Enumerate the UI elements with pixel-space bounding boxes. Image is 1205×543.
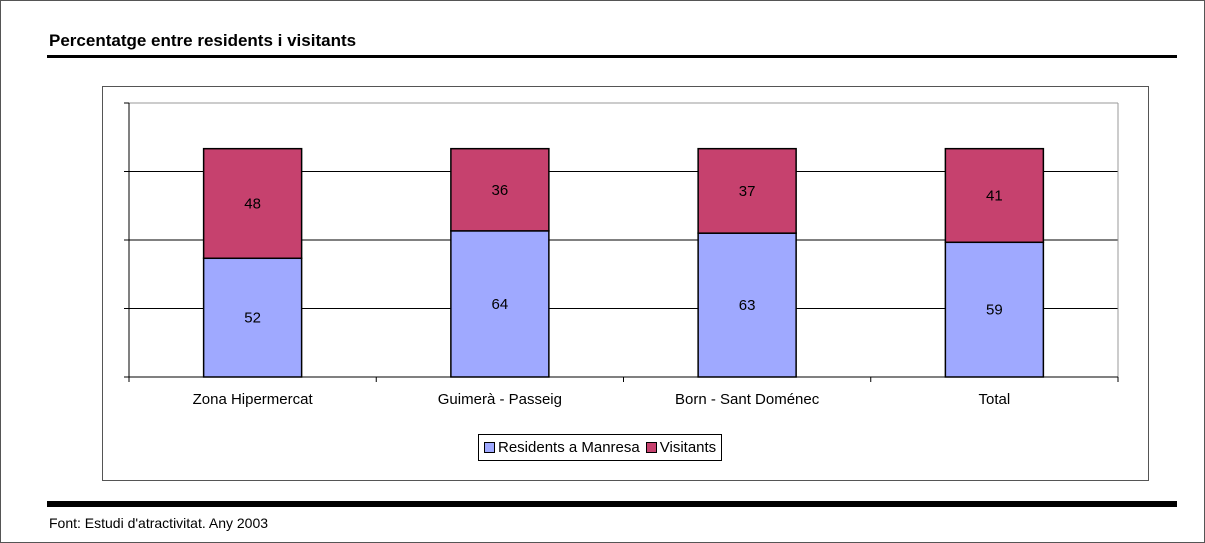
bar-residents	[944, 241, 1045, 378]
data-label: 41	[986, 187, 1003, 204]
chart-area: 52 48 Zona Hipermercat 64 36 Guimerà - Passei…	[102, 86, 1149, 481]
bar-visitants	[697, 147, 797, 234]
legend: Residents a Manresa Visitants	[478, 434, 723, 461]
bar-visitants	[202, 147, 303, 260]
data-label: 36	[492, 182, 509, 199]
legend-item-visitants: Visitants	[645, 439, 717, 456]
data-label: 59	[986, 302, 1003, 319]
x-tick-label: Born - Sant Doménec	[675, 391, 820, 408]
stacked-bar-chart: 52 48 Zona Hipermercat 64 36 Guimerà - Passei…	[124, 102, 1119, 408]
legend-label-visitants: Visitants	[659, 439, 717, 456]
chart-title: Percentatge entre residents i visitants	[49, 31, 357, 50]
bar-visitants	[450, 147, 550, 232]
data-label: 52	[244, 310, 261, 327]
data-label: 64	[492, 296, 509, 313]
x-tick-label: Guimerà - Passeig	[438, 391, 562, 408]
legend-label-residents: Residents a Manresa	[498, 439, 640, 456]
legend-swatch-residents	[484, 442, 495, 453]
data-label: 37	[739, 183, 756, 200]
title-rule	[47, 55, 1177, 58]
x-tick-label: Zona Hipermercat	[193, 391, 314, 408]
data-label: 63	[739, 297, 756, 314]
footer-rule	[47, 501, 1177, 507]
legend-swatch-visitants	[645, 442, 657, 453]
legend-item-residents: Residents a Manresa	[484, 439, 640, 456]
bar-residents	[697, 232, 797, 378]
bar-visitants	[944, 147, 1045, 244]
data-label: 48	[244, 195, 261, 212]
source-note: Font: Estudi d'atractivitat. Any 2003	[49, 515, 269, 531]
x-tick-label: Total	[979, 391, 1011, 408]
